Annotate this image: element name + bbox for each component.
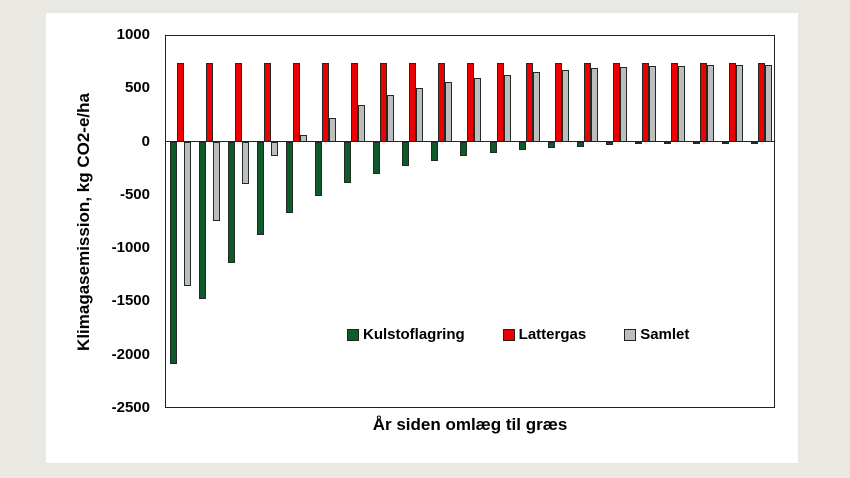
bar-kulstoflagring bbox=[547, 141, 555, 149]
legend-swatch-green-icon bbox=[347, 328, 359, 341]
bar-samlet bbox=[648, 66, 656, 142]
bar-lattergas bbox=[235, 62, 243, 142]
bar-kulstoflagring bbox=[315, 141, 323, 196]
bar-lattergas bbox=[496, 62, 504, 142]
bar-lattergas bbox=[728, 62, 736, 142]
bar-lattergas bbox=[670, 62, 678, 142]
bar-samlet bbox=[271, 141, 279, 157]
bar-kulstoflagring bbox=[518, 141, 526, 150]
legend-item-lattergas: Lattergas bbox=[502, 326, 587, 343]
y-tick-label: 500 bbox=[124, 79, 150, 97]
legend-item-samlet: Samlet bbox=[624, 326, 689, 343]
legend-item-kulstoflagring: Kulstoflagring bbox=[347, 326, 465, 343]
bar-samlet bbox=[329, 118, 337, 142]
bar-lattergas bbox=[293, 62, 301, 142]
bar-samlet bbox=[358, 105, 366, 142]
bar-lattergas bbox=[206, 62, 214, 142]
bar-lattergas bbox=[612, 62, 620, 142]
bar-lattergas bbox=[699, 62, 707, 142]
bar-kulstoflagring bbox=[460, 141, 468, 156]
bar-lattergas bbox=[177, 62, 184, 142]
bar-samlet bbox=[387, 95, 395, 142]
bar-samlet bbox=[677, 65, 685, 142]
bar-lattergas bbox=[757, 62, 765, 142]
bar-samlet bbox=[213, 141, 221, 221]
bar-kulstoflagring bbox=[402, 141, 410, 167]
bar-samlet bbox=[590, 68, 598, 142]
bar-samlet bbox=[445, 82, 453, 142]
bar-kulstoflagring bbox=[344, 141, 352, 184]
bar-lattergas bbox=[409, 62, 417, 142]
y-tick-label: 0 bbox=[141, 132, 150, 150]
legend-swatch-gray-icon bbox=[624, 328, 637, 341]
bar-kulstoflagring bbox=[431, 141, 439, 161]
bar-lattergas bbox=[583, 62, 591, 142]
y-tick-label: -1000 bbox=[111, 239, 150, 257]
bar-kulstoflagring bbox=[257, 141, 265, 235]
legend-swatch-red-icon bbox=[502, 328, 515, 341]
bar-kulstoflagring bbox=[286, 141, 294, 213]
bar-samlet bbox=[619, 66, 627, 142]
bar-samlet bbox=[764, 64, 772, 142]
zero-baseline bbox=[165, 140, 775, 143]
bar-lattergas bbox=[641, 62, 649, 142]
bar-samlet bbox=[561, 70, 569, 142]
bar-kulstoflagring bbox=[170, 141, 177, 365]
y-tick-label: -2000 bbox=[111, 345, 150, 363]
bar-lattergas bbox=[438, 62, 446, 142]
bar-lattergas bbox=[554, 62, 562, 142]
bar-kulstoflagring bbox=[199, 141, 207, 299]
legend: Kulstoflagring Lattergas Samlet bbox=[347, 326, 727, 343]
bar-lattergas bbox=[467, 62, 475, 142]
bar-kulstoflagring bbox=[489, 141, 497, 153]
legend-label: Kulstoflagring bbox=[363, 326, 465, 343]
bar-kulstoflagring bbox=[373, 141, 381, 174]
bar-samlet bbox=[416, 88, 424, 142]
y-tick-label: 1000 bbox=[116, 26, 150, 43]
y-axis-title: Klimagasemission, kg CO2-e/ha bbox=[74, 93, 93, 351]
y-tick-label: -1500 bbox=[111, 292, 150, 310]
bar-samlet bbox=[735, 64, 743, 142]
bar-kulstoflagring bbox=[576, 141, 584, 147]
bar-samlet bbox=[242, 141, 250, 185]
bar-samlet bbox=[474, 78, 482, 142]
x-axis-title: År siden omlæg til græs bbox=[372, 415, 568, 434]
legend-label: Samlet bbox=[640, 326, 690, 343]
bar-lattergas bbox=[322, 62, 330, 142]
bar-lattergas bbox=[264, 62, 272, 142]
legend-label: Lattergas bbox=[518, 326, 587, 343]
bar-lattergas bbox=[525, 62, 533, 142]
bar-samlet bbox=[706, 65, 714, 142]
bar-lattergas bbox=[351, 62, 359, 142]
bar-samlet bbox=[503, 74, 511, 142]
bar-samlet bbox=[184, 141, 191, 286]
bar-samlet bbox=[532, 72, 540, 142]
y-tick-label: -2500 bbox=[111, 399, 150, 416]
bar-lattergas bbox=[380, 62, 388, 142]
bar-kulstoflagring bbox=[228, 141, 236, 264]
y-tick-label: -500 bbox=[119, 185, 150, 203]
